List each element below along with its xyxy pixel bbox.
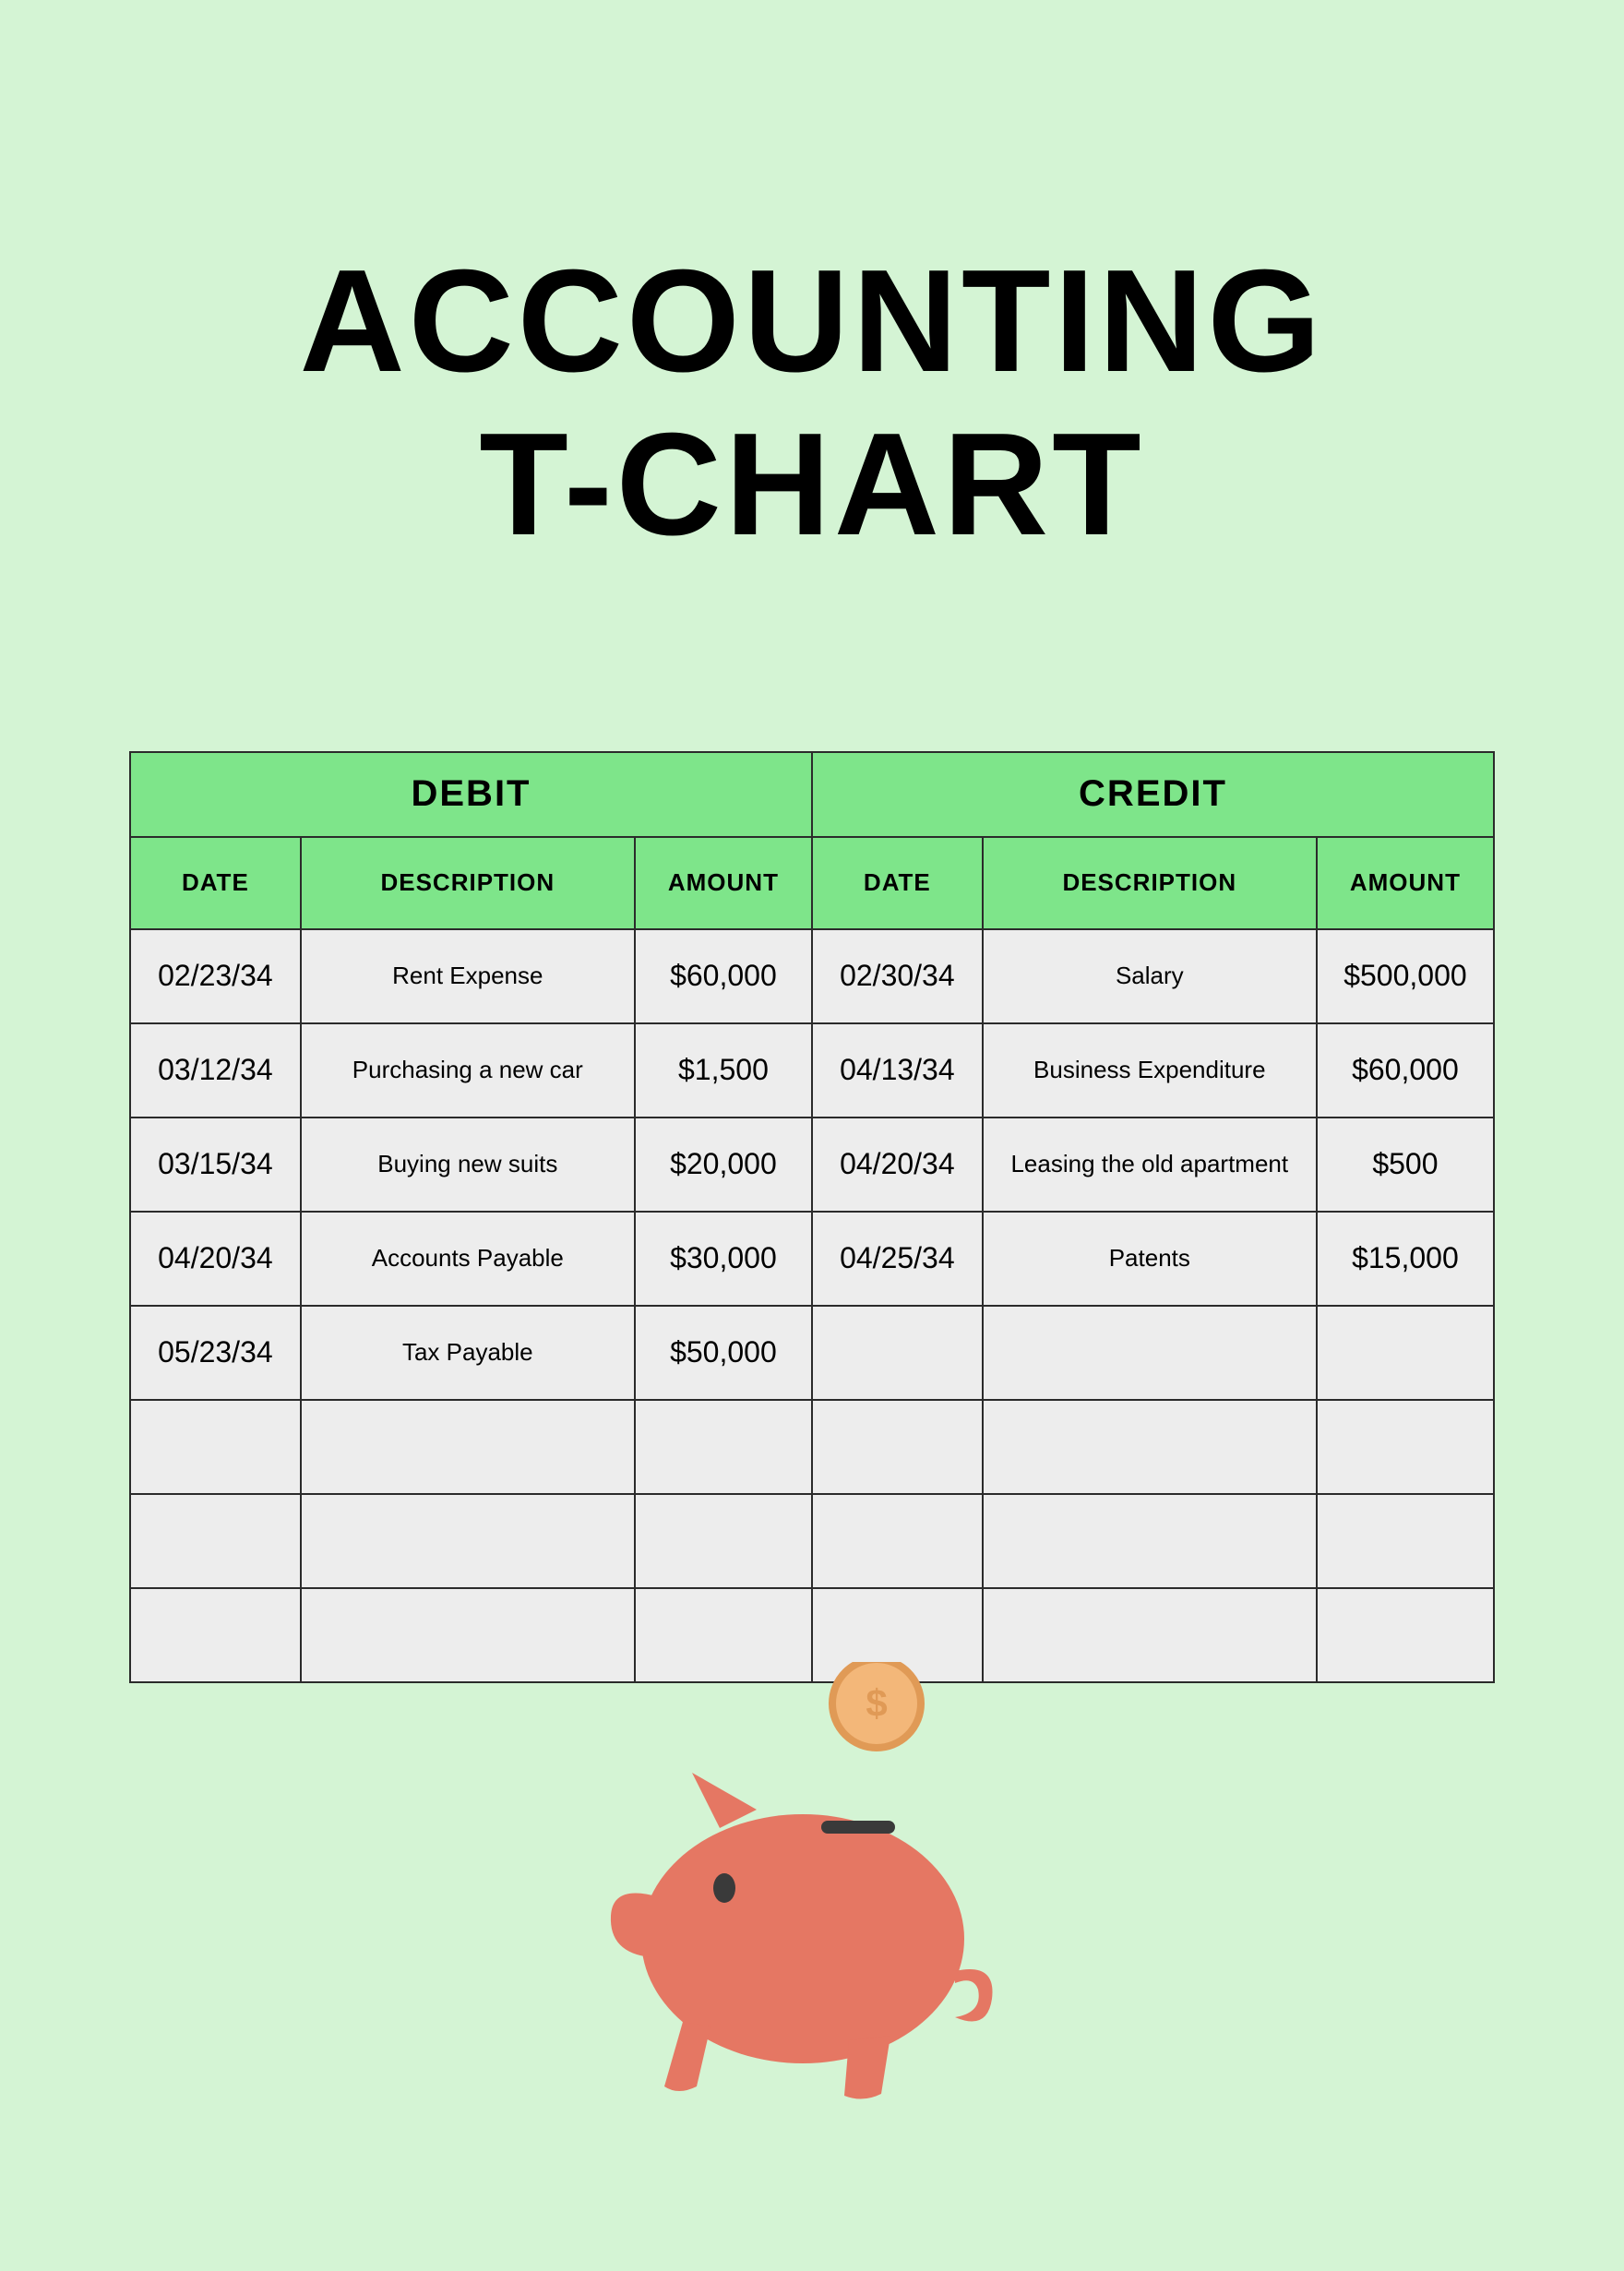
debit-date: 03/15/34 — [130, 1118, 301, 1212]
page-title: ACCOUNTING T-CHART — [129, 240, 1495, 567]
debit-date: 04/20/34 — [130, 1212, 301, 1306]
col-credit-date: DATE — [812, 837, 983, 929]
table-row: 03/12/34 Purchasing a new car $1,500 04/… — [130, 1023, 1494, 1118]
table-row — [130, 1400, 1494, 1494]
col-debit-amount: AMOUNT — [635, 837, 812, 929]
table-row: 05/23/34 Tax Payable $50,000 — [130, 1306, 1494, 1400]
debit-amount: $1,500 — [635, 1023, 812, 1118]
debit-desc — [301, 1494, 635, 1588]
debit-desc — [301, 1400, 635, 1494]
t-chart-table: DEBIT CREDIT DATE DESCRIPTION AMOUNT DAT… — [129, 751, 1495, 1683]
title-line2: T-CHART — [479, 403, 1144, 566]
credit-amount — [1317, 1588, 1494, 1682]
credit-desc — [983, 1306, 1317, 1400]
col-debit-date: DATE — [130, 837, 301, 929]
debit-amount: $20,000 — [635, 1118, 812, 1212]
credit-desc: Salary — [983, 929, 1317, 1023]
credit-amount — [1317, 1400, 1494, 1494]
piggy-bank-icon: $ — [572, 1662, 1052, 2105]
title-line1: ACCOUNTING — [300, 240, 1325, 402]
credit-desc — [983, 1494, 1317, 1588]
credit-date: 02/30/34 — [812, 929, 983, 1023]
table-row: 02/23/34 Rent Expense $60,000 02/30/34 S… — [130, 929, 1494, 1023]
debit-date — [130, 1494, 301, 1588]
credit-header: CREDIT — [812, 752, 1494, 837]
credit-desc: Business Expenditure — [983, 1023, 1317, 1118]
credit-desc — [983, 1400, 1317, 1494]
credit-date — [812, 1494, 983, 1588]
top-header-row: DEBIT CREDIT — [130, 752, 1494, 837]
credit-amount — [1317, 1306, 1494, 1400]
table-body: 02/23/34 Rent Expense $60,000 02/30/34 S… — [130, 929, 1494, 1682]
debit-amount: $30,000 — [635, 1212, 812, 1306]
debit-amount: $60,000 — [635, 929, 812, 1023]
credit-desc: Leasing the old apartment — [983, 1118, 1317, 1212]
table-row — [130, 1494, 1494, 1588]
table-row: 04/20/34 Accounts Payable $30,000 04/25/… — [130, 1212, 1494, 1306]
credit-date — [812, 1400, 983, 1494]
credit-desc: Patents — [983, 1212, 1317, 1306]
debit-desc: Rent Expense — [301, 929, 635, 1023]
credit-date: 04/20/34 — [812, 1118, 983, 1212]
table-row: 03/15/34 Buying new suits $20,000 04/20/… — [130, 1118, 1494, 1212]
page: ACCOUNTING T-CHART DEBIT CREDIT DATE DES… — [0, 0, 1624, 2271]
debit-date: 02/23/34 — [130, 929, 301, 1023]
debit-amount — [635, 1494, 812, 1588]
debit-date — [130, 1588, 301, 1682]
col-debit-desc: DESCRIPTION — [301, 837, 635, 929]
debit-date: 03/12/34 — [130, 1023, 301, 1118]
debit-amount — [635, 1400, 812, 1494]
credit-amount — [1317, 1494, 1494, 1588]
credit-date: 04/25/34 — [812, 1212, 983, 1306]
debit-date: 05/23/34 — [130, 1306, 301, 1400]
credit-amount: $500,000 — [1317, 929, 1494, 1023]
debit-desc: Buying new suits — [301, 1118, 635, 1212]
debit-date — [130, 1400, 301, 1494]
svg-text:$: $ — [866, 1681, 887, 1725]
credit-amount: $15,000 — [1317, 1212, 1494, 1306]
credit-date — [812, 1306, 983, 1400]
credit-amount: $500 — [1317, 1118, 1494, 1212]
credit-date: 04/13/34 — [812, 1023, 983, 1118]
credit-amount: $60,000 — [1317, 1023, 1494, 1118]
debit-header: DEBIT — [130, 752, 812, 837]
sub-header-row: DATE DESCRIPTION AMOUNT DATE DESCRIPTION… — [130, 837, 1494, 929]
col-credit-amount: AMOUNT — [1317, 837, 1494, 929]
debit-desc: Accounts Payable — [301, 1212, 635, 1306]
debit-amount: $50,000 — [635, 1306, 812, 1400]
debit-desc: Tax Payable — [301, 1306, 635, 1400]
col-credit-desc: DESCRIPTION — [983, 837, 1317, 929]
debit-desc: Purchasing a new car — [301, 1023, 635, 1118]
